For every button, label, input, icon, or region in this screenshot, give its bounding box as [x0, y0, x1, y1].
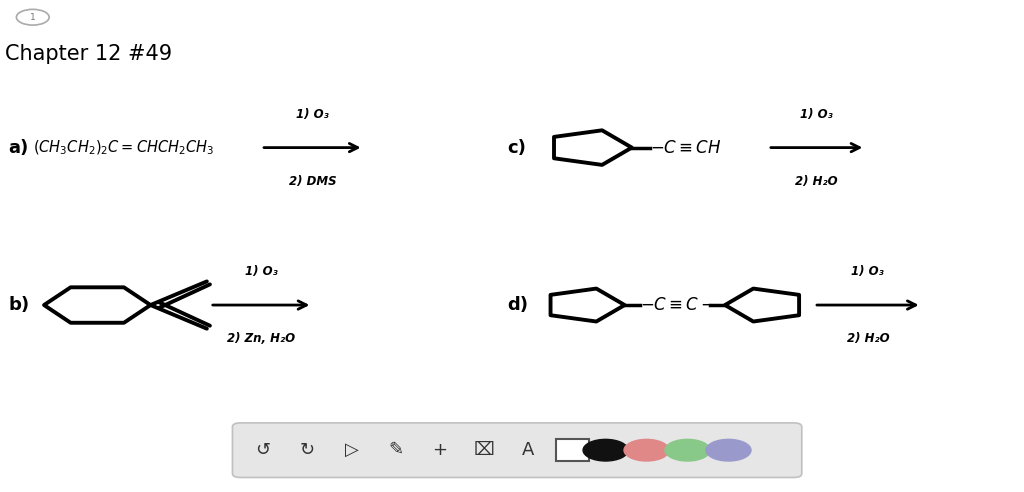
- Text: b): b): [8, 296, 30, 314]
- Text: 1) O₃: 1) O₃: [245, 265, 278, 278]
- Text: d): d): [507, 296, 528, 314]
- Text: 1: 1: [30, 13, 36, 22]
- Text: ↺: ↺: [256, 441, 270, 459]
- Text: 1) O₃: 1) O₃: [801, 108, 833, 121]
- Text: 1) O₃: 1) O₃: [296, 108, 329, 121]
- Circle shape: [624, 439, 669, 461]
- Text: ▷: ▷: [345, 441, 358, 459]
- Text: $(CH_3CH_2)_2C=CHCH_2CH_3$: $(CH_3CH_2)_2C=CHCH_2CH_3$: [33, 138, 214, 157]
- Circle shape: [16, 9, 49, 25]
- Text: 2) H₂O: 2) H₂O: [796, 175, 838, 187]
- Text: 2) Zn, H₂O: 2) Zn, H₂O: [227, 332, 295, 345]
- Text: ↻: ↻: [300, 441, 315, 459]
- Text: A: A: [522, 441, 535, 459]
- Text: Chapter 12 #49: Chapter 12 #49: [5, 44, 172, 64]
- Text: ✎: ✎: [388, 441, 403, 459]
- Text: 2) H₂O: 2) H₂O: [847, 332, 889, 345]
- Text: $-C{\equiv}C-$: $-C{\equiv}C-$: [640, 296, 715, 314]
- Text: 2) DMS: 2) DMS: [289, 175, 336, 187]
- Text: $-C{\equiv}CH$: $-C{\equiv}CH$: [650, 139, 722, 156]
- Circle shape: [706, 439, 751, 461]
- Text: ⌧: ⌧: [474, 441, 495, 459]
- FancyBboxPatch shape: [232, 423, 802, 477]
- Text: c): c): [507, 139, 525, 156]
- Text: a): a): [8, 139, 29, 156]
- FancyBboxPatch shape: [556, 439, 589, 461]
- Circle shape: [583, 439, 628, 461]
- Circle shape: [665, 439, 710, 461]
- Text: 1) O₃: 1) O₃: [852, 265, 884, 278]
- Text: +: +: [432, 441, 447, 459]
